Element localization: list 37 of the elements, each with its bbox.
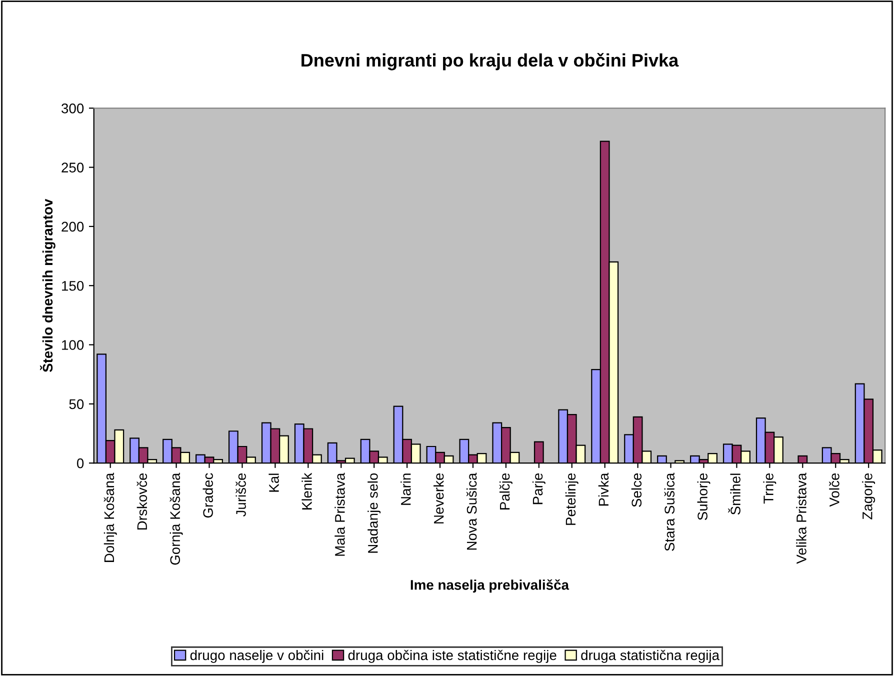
x-tick-label: Petelinje <box>565 473 578 525</box>
x-tick-label: Klenik <box>302 472 312 510</box>
x-tick-label: Zagorje <box>862 473 876 520</box>
x-tick-label: Narin <box>400 474 411 505</box>
x-tick-label: Selce <box>631 473 642 507</box>
x-tick-label: Parje <box>532 473 546 504</box>
x-axis-title: Ime naselja prebivališča <box>410 579 570 593</box>
x-tick-label: Volče <box>829 473 840 507</box>
y-tick-label: 300 <box>62 103 84 114</box>
x-tick-label: Kal <box>268 474 279 492</box>
x-tick-label: Pivka <box>598 472 609 506</box>
x-tick-label: Velika Pristava <box>796 472 806 564</box>
x-tick-label: Jurišče <box>236 473 246 517</box>
chart-title: Dnevni migranti po kraju dela v občini Pivka <box>302 53 679 70</box>
y-tick-label: 250 <box>62 162 84 172</box>
y-axis-title: Število dnevnih migrantov <box>40 198 56 372</box>
x-tick-label: Dolnja Košana <box>104 472 117 562</box>
x-tick-label: Mala Pristava <box>334 472 345 556</box>
x-tick-label: Gradec <box>202 473 213 518</box>
y-tick-label: 200 <box>62 222 84 232</box>
x-tick-label: Trnje <box>763 473 776 504</box>
legend-label: druga statistična regija <box>581 650 720 663</box>
x-tick-label: Neverke <box>434 473 444 524</box>
y-tick-label: 150 <box>62 280 84 291</box>
x-tick-label: Nadanje selo <box>368 473 381 553</box>
y-tick-label: 0 <box>76 458 84 468</box>
x-tick-label: Palčje <box>499 473 512 510</box>
x-tick-label: Stara Sušica <box>664 472 675 551</box>
x-tick-label: Suhorje <box>697 473 710 520</box>
x-tick-label: Šmihel <box>728 474 740 515</box>
legend-label: druga občina iste statistične regije <box>348 650 556 663</box>
y-tick-label: 100 <box>62 340 84 350</box>
x-tick-label: Nova Sušica <box>466 472 477 550</box>
x-tick-label: Drskovče <box>136 473 148 530</box>
legend-label: drugo naselje v občini <box>190 650 324 663</box>
x-tick-label: Gornja Košana <box>170 472 183 565</box>
y-tick-label: 50 <box>69 399 84 410</box>
